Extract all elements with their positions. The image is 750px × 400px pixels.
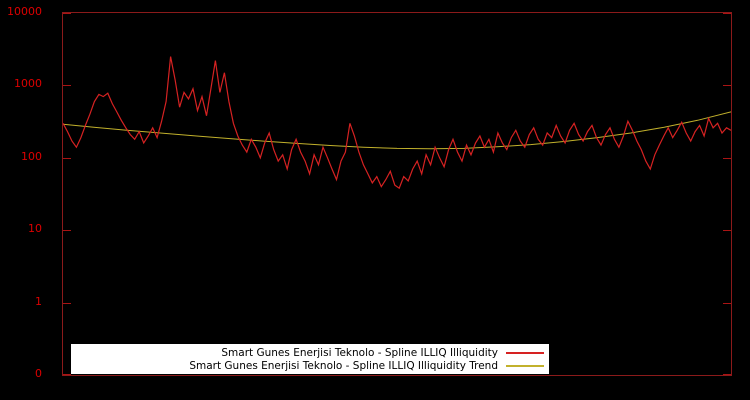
y-axis-label: 100 — [21, 149, 42, 163]
y-axis: 10000 1000 100 10 1 0 — [0, 6, 56, 380]
y-axis-tick — [63, 302, 71, 304]
legend-item-trend: Smart Gunes Enerjisi Teknolo - Spline IL… — [76, 359, 544, 372]
plot-canvas — [63, 56, 731, 190]
y-axis-tick — [723, 85, 731, 87]
legend-label-illiquidity: Smart Gunes Enerjisi Teknolo - Spline IL… — [221, 346, 498, 359]
y-axis-label: 10000 — [7, 5, 42, 18]
y-axis-tick — [63, 13, 71, 14]
legend-label-trend: Smart Gunes Enerjisi Teknolo - Spline IL… — [189, 359, 498, 372]
y-axis-tick — [63, 85, 71, 87]
y-axis-tick — [63, 230, 71, 232]
y-axis-tick — [723, 13, 731, 14]
plot-area: Smart Gunes Enerjisi Teknolo - Spline IL… — [62, 12, 732, 376]
y-axis-label: 1 — [35, 294, 42, 308]
legend-line-sample-red — [506, 351, 544, 354]
y-axis-tick — [63, 374, 71, 375]
illiquidity-series-line — [63, 56, 731, 190]
y-axis-tick — [63, 157, 71, 159]
y-axis-label: 0 — [35, 367, 42, 380]
legend: Smart Gunes Enerjisi Teknolo - Spline IL… — [71, 344, 549, 374]
y-axis-label: 1000 — [14, 77, 42, 91]
legend-item-illiquidity: Smart Gunes Enerjisi Teknolo - Spline IL… — [76, 346, 544, 359]
y-axis-tick — [723, 374, 731, 375]
y-axis-tick — [723, 157, 731, 159]
legend-line-sample-yellow — [506, 364, 544, 367]
y-axis-tick — [723, 302, 731, 304]
y-axis-tick — [723, 230, 731, 232]
illiquidity-trend-line — [63, 111, 731, 150]
y-axis-label: 10 — [28, 222, 42, 236]
